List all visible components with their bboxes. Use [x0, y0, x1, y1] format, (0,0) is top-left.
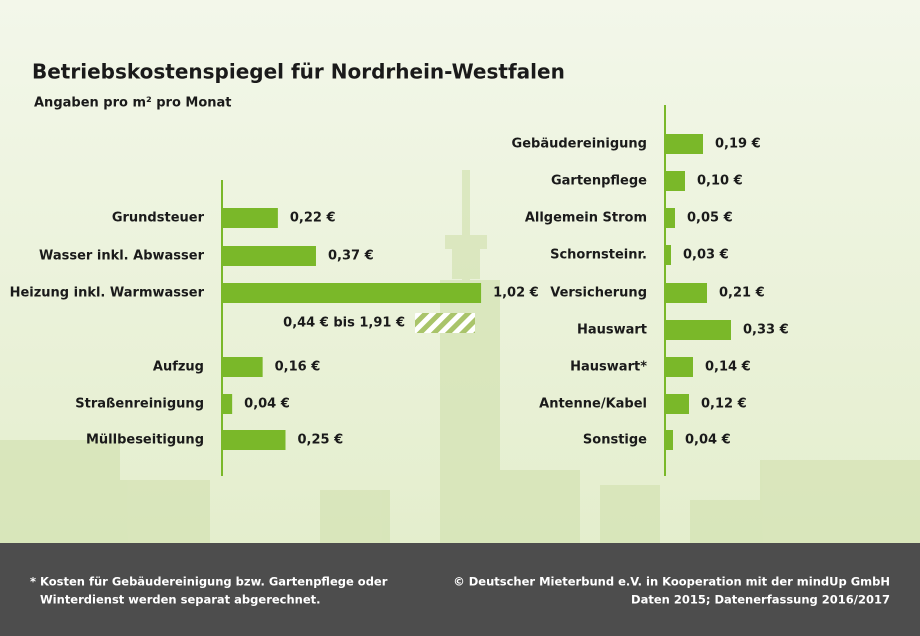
value-label: 0,33 € — [743, 323, 789, 338]
footnote: Winterdienst werden separat abgerechnet. — [40, 593, 321, 607]
range-swatch — [415, 313, 475, 333]
bar — [222, 430, 286, 450]
category-label: Gartenpflege — [551, 174, 647, 189]
footnote: * Kosten für Gebäudereinigung bzw. Garte… — [30, 575, 388, 589]
bar — [222, 208, 278, 228]
bar — [665, 430, 673, 450]
value-label: 0,10 € — [697, 174, 743, 189]
category-label: Wasser inkl. Abwasser — [39, 249, 205, 264]
value-label: 0,37 € — [328, 249, 374, 264]
source: © Deutscher Mieterbund e.V. in Kooperati… — [453, 575, 890, 589]
bar — [665, 357, 693, 377]
category-label: Müllbeseitigung — [86, 433, 204, 448]
chart-title: Betriebskostenspiegel für Nordrhein-West… — [32, 60, 565, 84]
value-label: 0,16 € — [275, 360, 321, 375]
category-label: Versicherung — [550, 286, 647, 301]
source: Daten 2015; Datenerfassung 2016/2017 — [631, 593, 890, 607]
bar — [665, 134, 703, 154]
category-label: Grundsteuer — [112, 211, 205, 226]
category-label: Allgemein Strom — [525, 211, 647, 226]
value-label: 0,25 € — [298, 433, 344, 448]
category-label: Gebäudereinigung — [512, 137, 647, 152]
subtitle: Angaben pro m² pro Monat — [34, 96, 232, 111]
category-label: Hauswart* — [570, 360, 647, 375]
value-label: 0,19 € — [715, 137, 761, 152]
bar — [665, 394, 689, 414]
category-label: Sonstige — [583, 433, 647, 448]
category-label: Antenne/Kabel — [539, 397, 647, 412]
value-label: 0,04 € — [685, 433, 731, 448]
value-label: 0,14 € — [705, 360, 751, 375]
bar — [665, 171, 685, 191]
value-label: 1,02 € — [493, 286, 539, 301]
bar — [665, 208, 675, 228]
value-label: 0,12 € — [701, 397, 747, 412]
bar — [665, 320, 731, 340]
skyline — [0, 170, 920, 543]
annotation: 0,44 € bis 1,91 € — [283, 316, 405, 331]
bar — [665, 283, 707, 303]
category-label: Heizung inkl. Warmwasser — [10, 286, 205, 301]
category-label: Schornsteinr. — [550, 248, 647, 263]
value-label: 0,03 € — [683, 248, 729, 263]
value-label: 0,21 € — [719, 286, 765, 301]
bar — [222, 246, 316, 266]
value-label: 0,22 € — [290, 211, 336, 226]
category-label: Hauswart — [577, 323, 647, 338]
category-label: Aufzug — [153, 360, 204, 375]
bar — [222, 357, 263, 377]
bar — [222, 394, 233, 414]
category-label: Straßenreinigung — [75, 397, 204, 412]
bar — [665, 245, 671, 265]
footer-band — [0, 543, 920, 636]
value-label: 0,05 € — [687, 211, 733, 226]
value-label: 0,04 € — [244, 397, 290, 412]
bar — [222, 283, 482, 303]
